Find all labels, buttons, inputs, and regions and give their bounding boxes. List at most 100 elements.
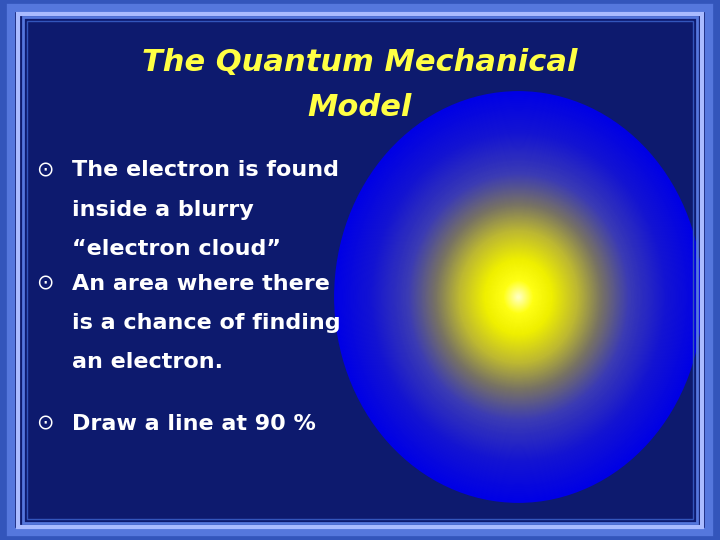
Ellipse shape [401, 166, 636, 428]
Ellipse shape [394, 158, 643, 436]
Ellipse shape [451, 222, 585, 372]
Ellipse shape [456, 227, 581, 367]
Ellipse shape [353, 112, 684, 482]
Ellipse shape [418, 185, 618, 409]
Ellipse shape [381, 143, 656, 451]
Ellipse shape [518, 296, 519, 298]
Ellipse shape [494, 269, 543, 325]
Ellipse shape [420, 187, 616, 407]
Ellipse shape [402, 168, 634, 426]
Ellipse shape [367, 128, 670, 466]
Ellipse shape [384, 147, 652, 447]
Ellipse shape [411, 177, 626, 417]
Ellipse shape [364, 125, 672, 469]
Ellipse shape [395, 159, 642, 435]
Ellipse shape [336, 93, 701, 501]
Ellipse shape [457, 228, 580, 366]
Ellipse shape [382, 144, 655, 450]
Ellipse shape [428, 195, 609, 399]
Ellipse shape [379, 141, 658, 453]
Ellipse shape [447, 217, 590, 377]
Ellipse shape [379, 142, 657, 452]
Ellipse shape [500, 276, 537, 318]
Ellipse shape [479, 253, 558, 341]
Text: The Quantum Mechanical: The Quantum Mechanical [143, 48, 577, 77]
Ellipse shape [515, 293, 522, 301]
Ellipse shape [508, 286, 528, 308]
Ellipse shape [490, 265, 547, 329]
Ellipse shape [432, 200, 605, 394]
Ellipse shape [416, 183, 621, 411]
Ellipse shape [351, 109, 686, 485]
Ellipse shape [482, 257, 554, 337]
Ellipse shape [408, 173, 629, 421]
Text: “electron cloud”: “electron cloud” [72, 239, 281, 259]
Ellipse shape [359, 118, 678, 476]
Ellipse shape [481, 255, 556, 339]
Ellipse shape [396, 160, 641, 434]
Ellipse shape [455, 226, 582, 368]
Ellipse shape [449, 220, 588, 374]
Ellipse shape [395, 159, 642, 435]
Ellipse shape [495, 271, 541, 322]
Ellipse shape [438, 207, 599, 387]
Ellipse shape [475, 249, 562, 345]
Ellipse shape [513, 291, 524, 303]
Ellipse shape [375, 137, 662, 457]
Ellipse shape [388, 151, 649, 443]
Ellipse shape [472, 246, 564, 348]
Ellipse shape [464, 235, 574, 359]
Ellipse shape [495, 271, 542, 323]
Ellipse shape [454, 225, 582, 369]
Text: ⊙: ⊙ [36, 160, 53, 180]
Ellipse shape [355, 114, 682, 480]
Ellipse shape [502, 279, 535, 315]
Ellipse shape [341, 99, 696, 495]
Ellipse shape [369, 131, 667, 463]
Ellipse shape [501, 278, 536, 316]
Ellipse shape [476, 250, 561, 344]
Ellipse shape [371, 132, 666, 462]
Text: An area where there: An area where there [72, 273, 330, 294]
Ellipse shape [436, 205, 601, 389]
Ellipse shape [349, 108, 688, 486]
Text: ⊙: ⊙ [36, 273, 53, 294]
Ellipse shape [335, 92, 702, 502]
Ellipse shape [461, 232, 576, 362]
Ellipse shape [441, 210, 596, 384]
Ellipse shape [341, 98, 696, 496]
Ellipse shape [509, 287, 528, 307]
Ellipse shape [342, 100, 695, 494]
Ellipse shape [459, 230, 578, 364]
Ellipse shape [421, 188, 616, 406]
Text: The electron is found: The electron is found [72, 160, 339, 180]
Ellipse shape [392, 157, 644, 437]
Ellipse shape [496, 272, 541, 322]
Ellipse shape [474, 248, 562, 346]
Ellipse shape [442, 212, 595, 382]
Ellipse shape [516, 295, 521, 299]
Text: inside a blurry: inside a blurry [72, 199, 253, 220]
Ellipse shape [376, 138, 661, 456]
Ellipse shape [391, 154, 646, 440]
Ellipse shape [354, 113, 683, 481]
Ellipse shape [339, 97, 698, 497]
Ellipse shape [446, 216, 591, 378]
Ellipse shape [466, 239, 571, 355]
Ellipse shape [348, 107, 688, 487]
Ellipse shape [498, 273, 539, 321]
Ellipse shape [514, 292, 523, 302]
Ellipse shape [505, 282, 531, 312]
Ellipse shape [392, 156, 645, 438]
Ellipse shape [365, 126, 672, 468]
Ellipse shape [408, 174, 629, 420]
Ellipse shape [389, 152, 648, 442]
Ellipse shape [384, 146, 653, 448]
Text: Draw a line at 90 %: Draw a line at 90 % [72, 414, 316, 434]
Ellipse shape [465, 238, 572, 356]
Ellipse shape [489, 264, 548, 330]
Ellipse shape [444, 214, 593, 380]
Ellipse shape [453, 224, 584, 370]
Ellipse shape [372, 134, 665, 460]
Ellipse shape [390, 153, 647, 441]
